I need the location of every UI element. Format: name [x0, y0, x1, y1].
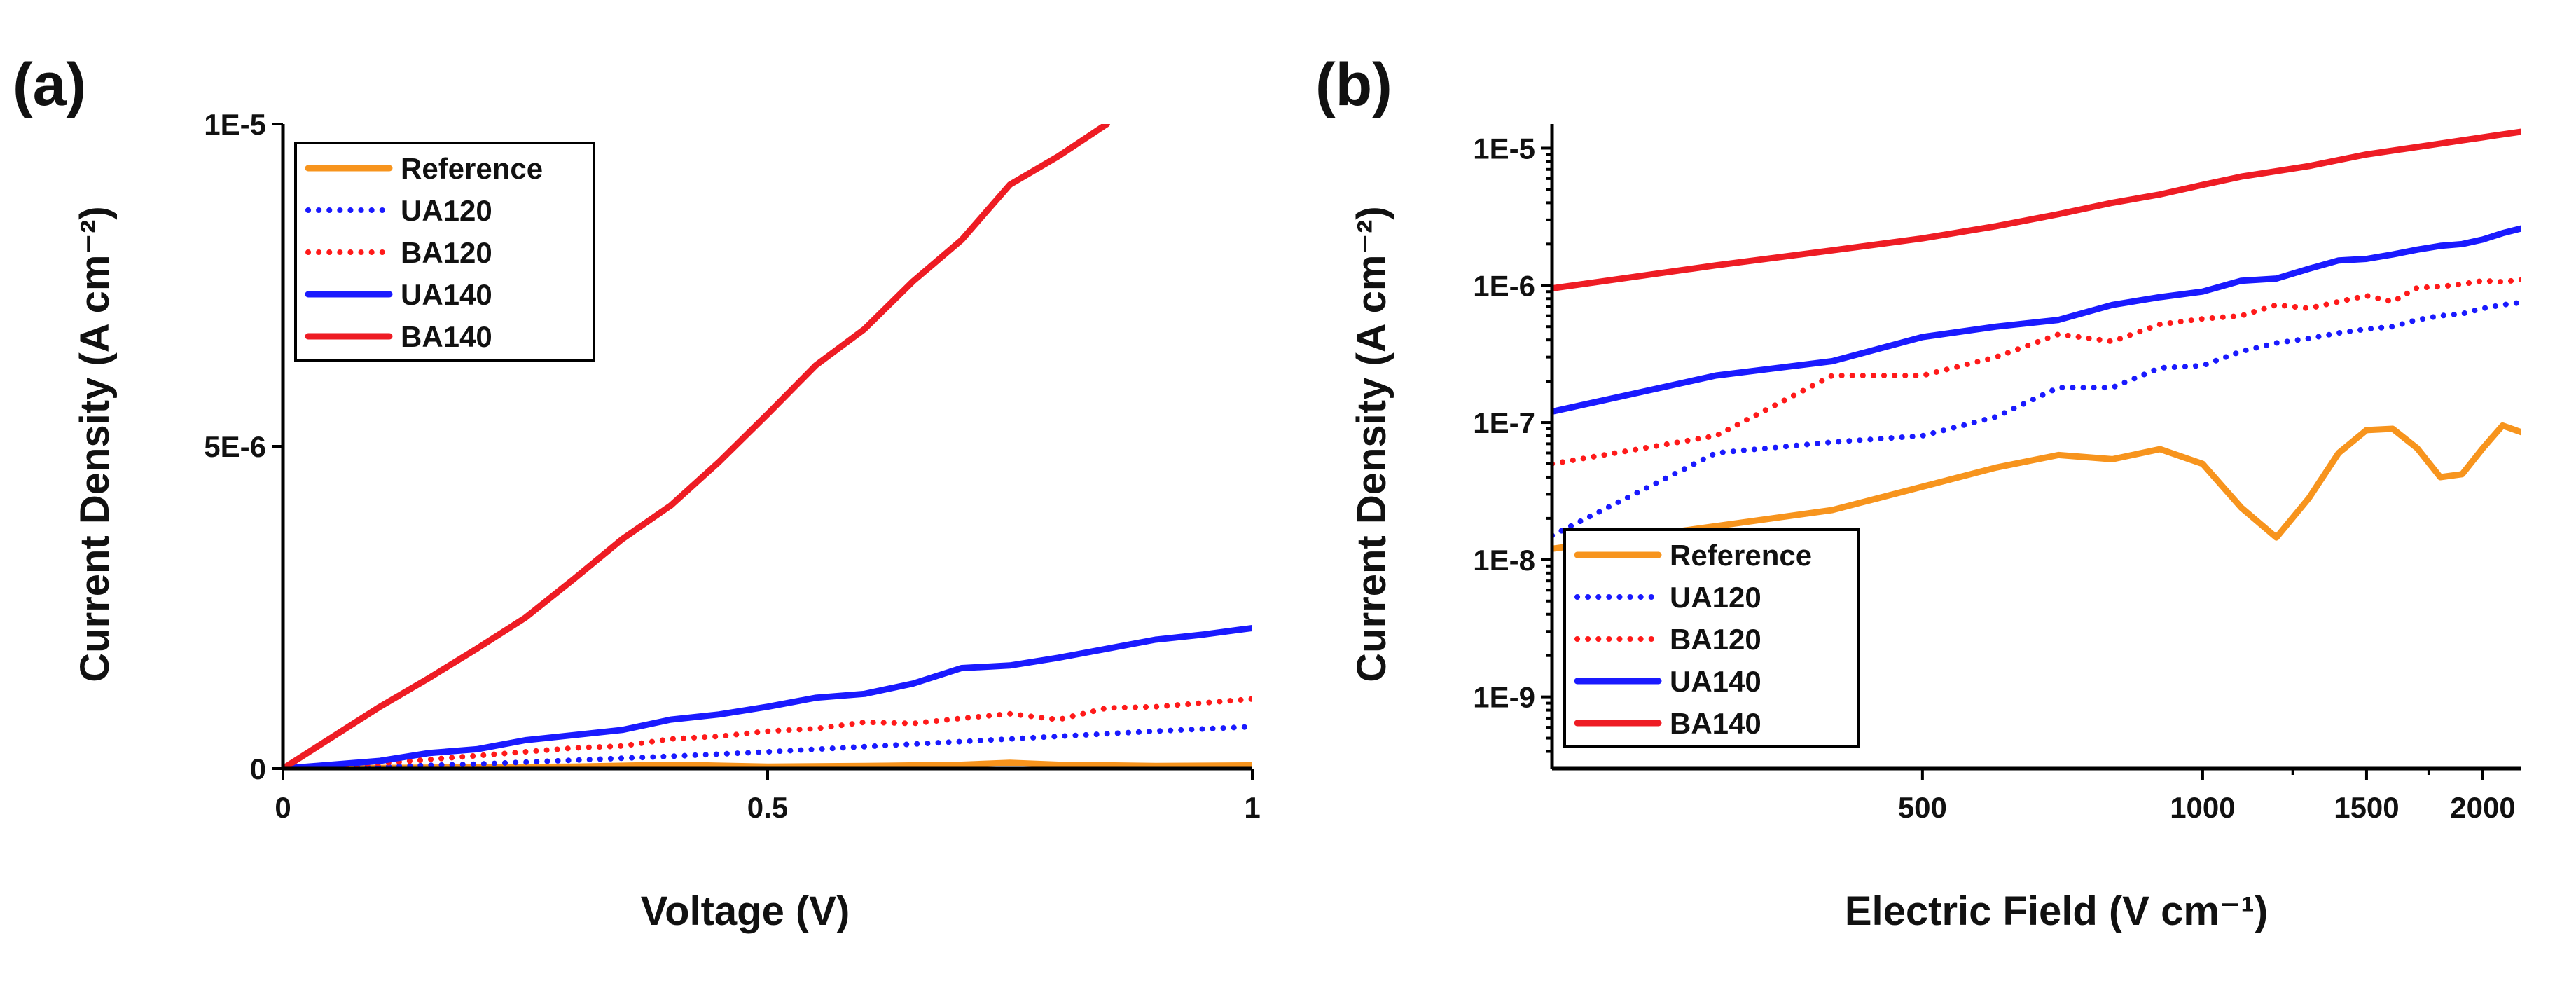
legend-label-ba120-b: BA120 — [1670, 623, 1761, 656]
y-axis-title-b: Current Density (A cm⁻²) — [1349, 206, 1394, 682]
legend-label-ba140-b: BA140 — [1670, 707, 1761, 740]
y-tick-label-1e-8-b: 1E-8 — [1473, 544, 1535, 577]
series-line-ba140-a — [283, 124, 1110, 769]
y-tick-label-1e-6-b: 1E-6 — [1473, 269, 1535, 302]
x-tick-label-0-5-a: 0.5 — [747, 791, 788, 824]
series-line-ba140-b — [1552, 128, 2521, 292]
x-tick-label-1-a: 1 — [1244, 791, 1260, 824]
y-tick-label-1e-5-b: 1E-5 — [1473, 132, 1535, 165]
y-tick-label-0-a: 0 — [250, 752, 266, 785]
legend-label-ua140-b: UA140 — [1670, 665, 1761, 698]
legend-label-ba140-a: BA140 — [401, 320, 492, 353]
x-tick-label-1500-b: 1500 — [2334, 791, 2399, 824]
x-tick-label-1000-b: 1000 — [2170, 791, 2235, 824]
series-line-ua120-b — [1552, 299, 2521, 539]
panel-label-b: (b) — [1315, 51, 1392, 118]
legend-label-reference-b: Reference — [1670, 539, 1812, 572]
y-tick-label-1e-9-b: 1E-9 — [1473, 681, 1535, 714]
panel-label-a: (a) — [13, 51, 86, 118]
y-tick-label-1e-7-b: 1E-7 — [1473, 406, 1535, 439]
series-line-reference-b — [1552, 422, 2521, 552]
series-line-ba120-b — [1552, 277, 2521, 467]
x-tick-label-0-a: 0 — [275, 791, 291, 824]
series-line-ua140-b — [1552, 225, 2521, 415]
series-line-ba120-a — [283, 696, 1252, 769]
series-line-ua140-a — [283, 624, 1252, 769]
legend-label-reference-a: Reference — [401, 152, 543, 185]
legend-label-ua140-a: UA140 — [401, 278, 492, 311]
legend-label-ua120-a: UA120 — [401, 194, 492, 227]
x-tick-label-2000-b: 2000 — [2450, 791, 2515, 824]
y-tick-label-1e-5-a: 1E-5 — [204, 108, 266, 141]
y-axis-title-a: Current Density (A cm⁻²) — [72, 206, 118, 682]
legend-box-a — [294, 142, 595, 362]
legend-label-ba120-a: BA120 — [401, 236, 492, 269]
x-axis-title-a: Voltage (V) — [641, 888, 850, 934]
legend-label-ua120-b: UA120 — [1670, 581, 1761, 614]
panel-a: (a) 0 5E-6 1E-5 0 0.5 1 Reference UA120 BA120 UA… — [13, 51, 1261, 934]
x-axis-title-b: Electric Field (V cm⁻¹) — [1845, 888, 2268, 934]
legend-box-b — [1563, 528, 1860, 748]
series-group-b — [1552, 128, 2521, 552]
y-tick-label-5e-6-a: 5E-6 — [204, 430, 266, 463]
series-group-a — [283, 124, 1252, 769]
x-tick-label-500-b: 500 — [1898, 791, 1947, 824]
series-line-ua120-a — [283, 724, 1252, 769]
